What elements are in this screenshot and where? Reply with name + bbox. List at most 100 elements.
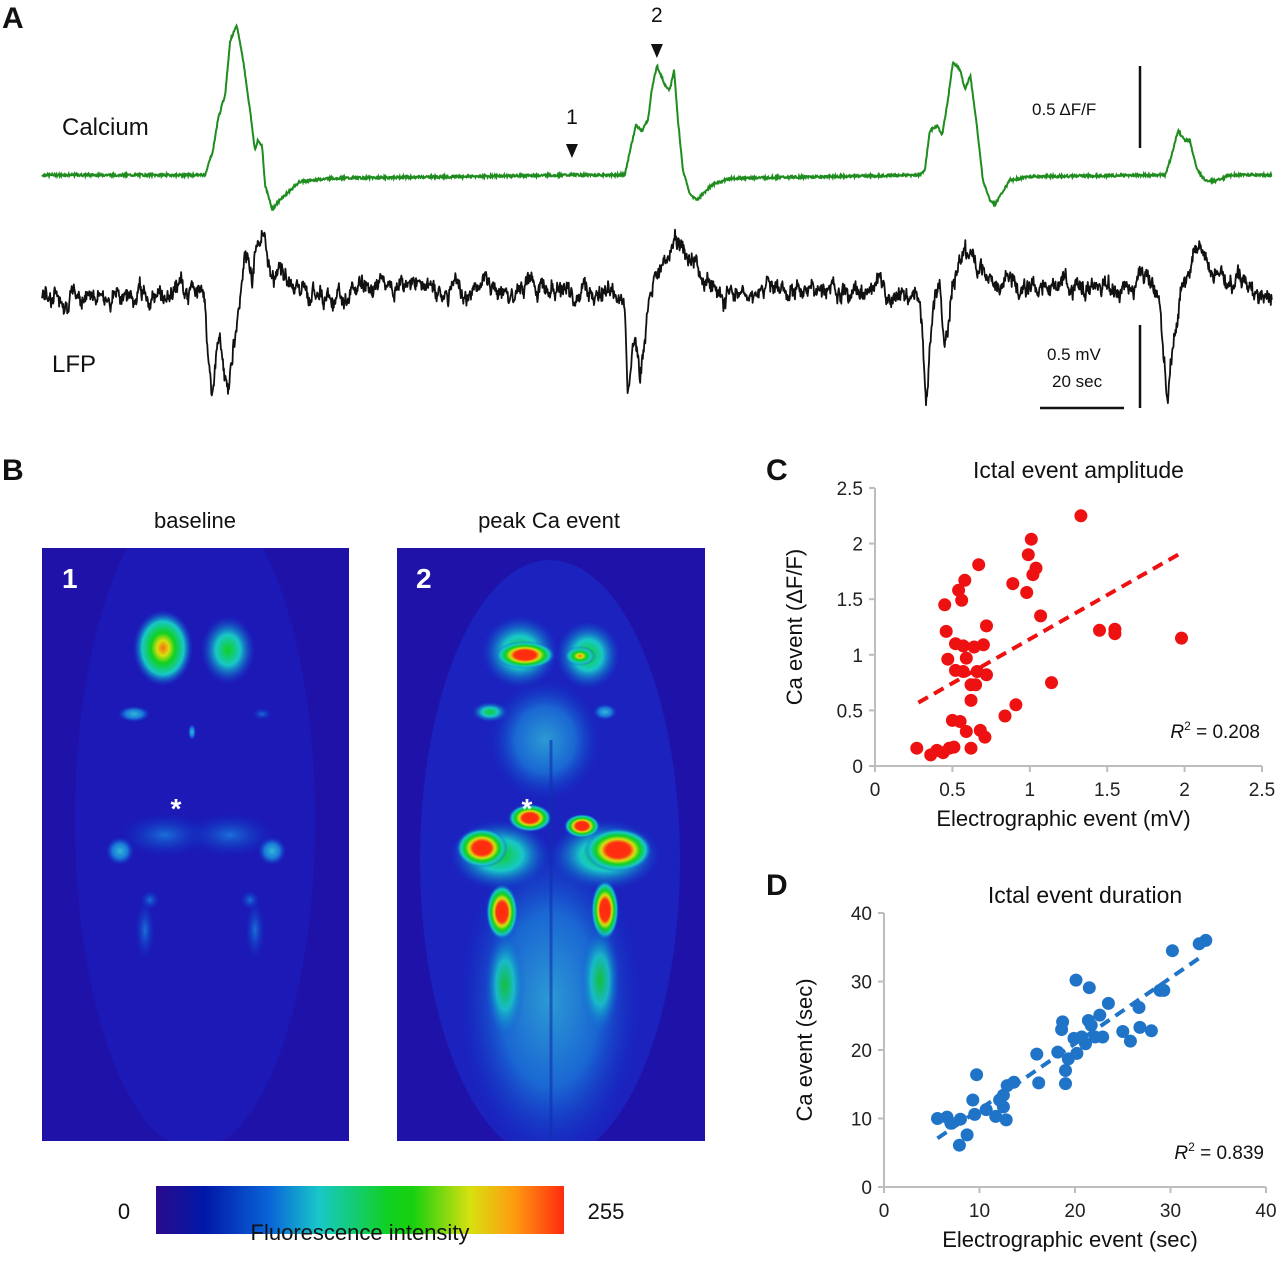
data-point: [980, 668, 993, 682]
data-point: [1034, 609, 1048, 623]
data-point: [956, 639, 970, 653]
x-tick-label: 0: [870, 780, 881, 801]
panel-b: B baseline peak Ca event 1 *: [2, 454, 705, 1245]
chart-title: Ictal event amplitude: [973, 457, 1184, 483]
duration-scatter-chart: 0 10 20 30 40 0 10 20 30 40 Ictal event duration El…: [792, 882, 1277, 1252]
calcium-trace: [41, 23, 1273, 212]
baseline-image: 1 *: [42, 548, 349, 1141]
data-point: [1032, 1076, 1046, 1090]
data-point: [1157, 983, 1171, 997]
data-point: [999, 1113, 1013, 1127]
x-tick-label: 20: [1064, 1201, 1085, 1222]
time-scale-label: 20 sec: [1052, 372, 1103, 391]
data-point: [960, 1128, 974, 1142]
panel-letter-b: B: [2, 454, 24, 487]
asterisk-marker-2: *: [522, 793, 533, 824]
calcium-label: Calcium: [62, 114, 149, 141]
panel-a: A Calcium LFP 12 0.5 ΔF/F 0.5 mV 20 sec: [2, 2, 1273, 410]
data-point: [1084, 1018, 1098, 1032]
colorbar-max-label: 255: [588, 1199, 625, 1224]
data-point: [1101, 996, 1115, 1010]
data-point: [952, 583, 966, 597]
y-tick-label: 20: [851, 1041, 872, 1062]
data-point: [959, 725, 973, 738]
y-tick-label: 40: [851, 904, 872, 925]
data-point: [996, 1100, 1010, 1114]
data-point: [1069, 973, 1083, 987]
data-point: [976, 638, 990, 652]
data-point: [1079, 1037, 1092, 1051]
data-point: [1108, 627, 1122, 641]
data-point: [941, 652, 955, 666]
data-point: [1199, 933, 1213, 947]
data-point: [998, 709, 1012, 723]
image-1-number: 1: [62, 563, 78, 594]
x-tick-label: 1.5: [1094, 780, 1120, 801]
colorbar: [156, 1186, 564, 1234]
data-point: [931, 1112, 944, 1125]
y-tick-label: 0.5: [837, 701, 863, 722]
x-tick-label: 0.5: [939, 780, 965, 801]
peak-image: 2 *: [397, 548, 705, 1141]
data-point: [970, 1068, 984, 1082]
x-axis-label: Electrographic event (sec): [942, 1227, 1198, 1252]
data-point: [1026, 568, 1040, 582]
r-squared-annotation: R2 = 0.208: [1170, 719, 1260, 743]
x-tick-label: 1: [1025, 780, 1036, 801]
data-point: [910, 741, 924, 755]
chart-title: Ictal event duration: [988, 882, 1182, 908]
y-tick-label: 30: [851, 973, 872, 994]
panel-letter-d: D: [766, 869, 788, 902]
data-point: [1009, 698, 1023, 712]
data-point: [953, 715, 967, 728]
x-tick-label: 2.5: [1249, 780, 1275, 801]
data-point: [978, 730, 992, 744]
panel-c: C 0 0.5 1 1.5 2 2.5 0 0.5 1 1.5 2 2.5 Ictal event am…: [766, 454, 1275, 831]
data-point: [1133, 1020, 1147, 1034]
data-point: [972, 558, 986, 572]
lfp-scale-label: 0.5 mV: [1047, 345, 1102, 364]
y-tick-label: 2.5: [837, 479, 863, 500]
x-tick-label: 40: [1255, 1201, 1276, 1222]
r-squared-annotation: R2 = 0.839: [1174, 1140, 1264, 1164]
data-point: [958, 573, 972, 587]
amplitude-scatter-chart: 0 0.5 1 1.5 2 2.5 0 0.5 1 1.5 2 2.5 Ictal event ampl…: [782, 457, 1275, 831]
data-point: [1082, 981, 1096, 995]
data-point: [952, 1138, 966, 1152]
marker-1-arrow-icon: [565, 144, 578, 158]
data-point: [947, 740, 961, 754]
data-point: [1116, 1025, 1130, 1038]
data-point: [1030, 1047, 1044, 1061]
data-point: [1024, 532, 1038, 546]
image-1-title: baseline: [154, 508, 236, 533]
y-tick-label: 1: [852, 646, 863, 667]
data-point: [1123, 1034, 1137, 1048]
x-tick-label: 10: [969, 1201, 990, 1222]
x-tick-label: 0: [879, 1201, 890, 1222]
data-point: [1045, 676, 1058, 690]
lfp-label: LFP: [52, 351, 96, 378]
panel-letter-a: A: [2, 2, 24, 35]
data-point: [1144, 1024, 1158, 1038]
marker-2-arrow-icon: [650, 44, 663, 58]
marker-2-label: 2: [651, 4, 663, 27]
data-point: [1093, 1008, 1107, 1022]
data-point: [1175, 631, 1188, 645]
colorbar-label: Fluorescence intensity: [251, 1220, 470, 1245]
data-point: [1059, 1064, 1072, 1077]
x-tick-label: 2: [1179, 780, 1190, 801]
y-axis-label: Ca event (ΔF/F): [782, 549, 807, 706]
data-point: [1096, 1030, 1110, 1044]
x-axis-label: Electrographic event (mV): [936, 806, 1190, 831]
y-axis-label: Ca event (sec): [792, 978, 817, 1121]
event-markers: 12: [565, 4, 663, 158]
panel-letter-c: C: [766, 454, 788, 487]
lfp-trace: [41, 228, 1273, 407]
data-point: [989, 1109, 1003, 1123]
calcium-scale-label: 0.5 ΔF/F: [1032, 100, 1096, 119]
trendline: [917, 551, 1181, 705]
data-point: [959, 651, 973, 665]
image-2-title: peak Ca event: [478, 508, 620, 533]
data-point: [969, 678, 983, 692]
